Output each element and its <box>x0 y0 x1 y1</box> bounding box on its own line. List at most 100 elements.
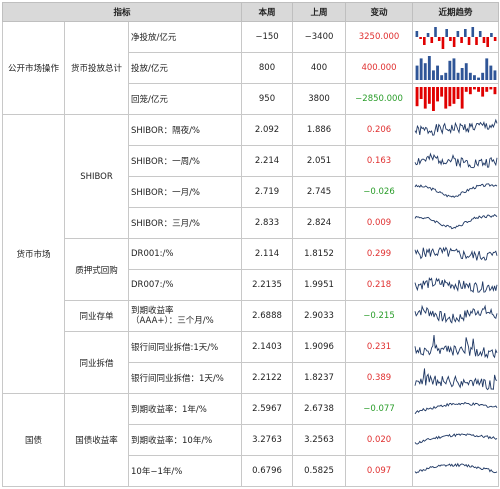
trend-line-path <box>414 368 498 391</box>
trend-line <box>412 176 500 208</box>
this-week-value: 2.833 <box>241 207 294 239</box>
change-value: 0.389 <box>345 362 414 394</box>
trend-bar <box>471 27 475 37</box>
this-week-value: 3.2763 <box>241 424 294 456</box>
trend-line <box>412 114 500 146</box>
trend-bar <box>460 87 464 109</box>
trend-bar <box>460 68 464 80</box>
last-week-value: 2.051 <box>292 145 347 177</box>
trend-line-path <box>414 401 498 415</box>
trend-bar <box>427 87 431 104</box>
last-week-value: 2.9033 <box>292 300 347 332</box>
last-week-value: 1.8152 <box>292 238 347 270</box>
table-row: 银行间同业拆借：1天/% 2.2122 1.8237 0.389 <box>3 362 500 394</box>
change-value: 0.206 <box>345 114 414 146</box>
trend-bar <box>467 37 471 45</box>
row-name: SHIBOR：一月/% <box>127 176 243 208</box>
trend-line <box>412 145 500 177</box>
row-name: 银行间同业拆借：1天/% <box>127 362 243 394</box>
trend-bar <box>423 63 427 80</box>
change-value: −0.026 <box>345 176 414 208</box>
table-row: 公开市场操作 货币投放总计 净投放/亿元 −150 −3400 3250.000 <box>2 21 500 115</box>
trend-bar <box>473 75 476 80</box>
trend-line-path <box>414 152 498 169</box>
trend-line-path <box>414 246 498 261</box>
trend-line-path <box>414 183 498 199</box>
row-name: 银行间同业拆借:1天/% <box>127 331 243 363</box>
last-week-value: 2.824 <box>292 207 347 239</box>
trend-bar <box>490 33 493 37</box>
trend-bar <box>478 31 482 37</box>
trend-bar <box>415 65 419 80</box>
trend-line <box>412 455 500 487</box>
trend-bar <box>415 87 419 107</box>
row-name: DR001:/% <box>127 238 243 270</box>
trend-bar <box>489 65 493 80</box>
trend-bar <box>477 87 481 92</box>
row-name: SHIBOR：三月/% <box>127 207 243 239</box>
trend-line <box>412 269 500 301</box>
category-treasury: 国债 <box>2 393 65 487</box>
trend-bar <box>456 31 460 37</box>
trend-bar <box>481 72 485 80</box>
trend-bar <box>485 58 489 80</box>
category-money-market: 货币市场 <box>2 114 65 394</box>
this-week-value: 2.2135 <box>241 269 294 301</box>
change-value: 3250.000 <box>345 21 414 53</box>
trend-bar <box>448 60 452 80</box>
row-name: 到期收益率：10年/% <box>127 424 243 456</box>
trend-line-path <box>414 462 498 474</box>
header-indicator: 指标 <box>1 2 243 22</box>
last-week-value: 3800 <box>292 83 347 115</box>
trend-bar <box>448 87 452 107</box>
change-value: 0.299 <box>345 238 414 270</box>
change-value: −2850.000 <box>345 83 414 115</box>
trend-bar <box>423 87 427 109</box>
this-week-value: 2.114 <box>241 238 294 270</box>
trend-bar <box>427 56 431 80</box>
trend-bar <box>481 87 485 97</box>
change-value: 0.163 <box>345 145 414 177</box>
this-week-value: 2.2122 <box>241 362 294 394</box>
group-ncd: 同业存单 <box>64 300 129 332</box>
header-trend: 近期趋势 <box>412 2 500 22</box>
trend-bar <box>485 87 489 92</box>
trend-bar <box>486 37 490 47</box>
table-row: 到期收益率：10年/% 3.2763 3.2563 0.020 <box>3 424 500 456</box>
header-last-week: 上周 <box>292 2 347 22</box>
this-week-value: 2.1403 <box>241 331 294 363</box>
trend-bar <box>452 37 456 47</box>
this-week-value: 950 <box>241 83 294 115</box>
group-bond-yield: 国债收益率 <box>64 393 129 487</box>
trend-bar <box>489 87 493 90</box>
row-name: DR007:/% <box>127 269 243 301</box>
this-week-value: 2.719 <box>241 176 294 208</box>
trend-bar <box>468 87 472 95</box>
row-name: 10年−1年/% <box>127 455 243 487</box>
row-name-line1: 到期收益率 <box>131 306 174 316</box>
this-week-value: 2.092 <box>241 114 294 146</box>
this-week-value: 2.5967 <box>241 393 294 425</box>
trend-line <box>412 238 500 270</box>
trend-bar <box>475 37 478 45</box>
last-week-value: 1.8237 <box>292 362 347 394</box>
table-row: 同业存单 到期收益率 （AAA+）：三个月/% 2.6888 2.9033 −0… <box>3 300 500 332</box>
this-week-value: 2.6888 <box>241 300 294 332</box>
trend-bar <box>444 72 448 80</box>
trend-bar <box>464 87 468 92</box>
trend-line-path <box>414 433 498 445</box>
trend-inject-bars <box>412 52 500 84</box>
change-value: 400.000 <box>345 52 414 84</box>
trend-bar <box>473 87 476 90</box>
trend-bar <box>449 37 452 41</box>
trend-line-path <box>414 304 498 324</box>
row-name: 回笼/亿元 <box>127 83 243 115</box>
trend-bar <box>440 75 444 80</box>
change-value: −0.077 <box>345 393 414 425</box>
trend-bar <box>464 63 468 80</box>
trend-bar <box>468 72 472 80</box>
row-name: 投放/亿元 <box>127 52 243 84</box>
trend-bar <box>493 87 497 95</box>
table-row: 10年−1年/% 0.6796 0.5825 0.097 <box>3 455 500 487</box>
last-week-value: 1.886 <box>292 114 347 146</box>
